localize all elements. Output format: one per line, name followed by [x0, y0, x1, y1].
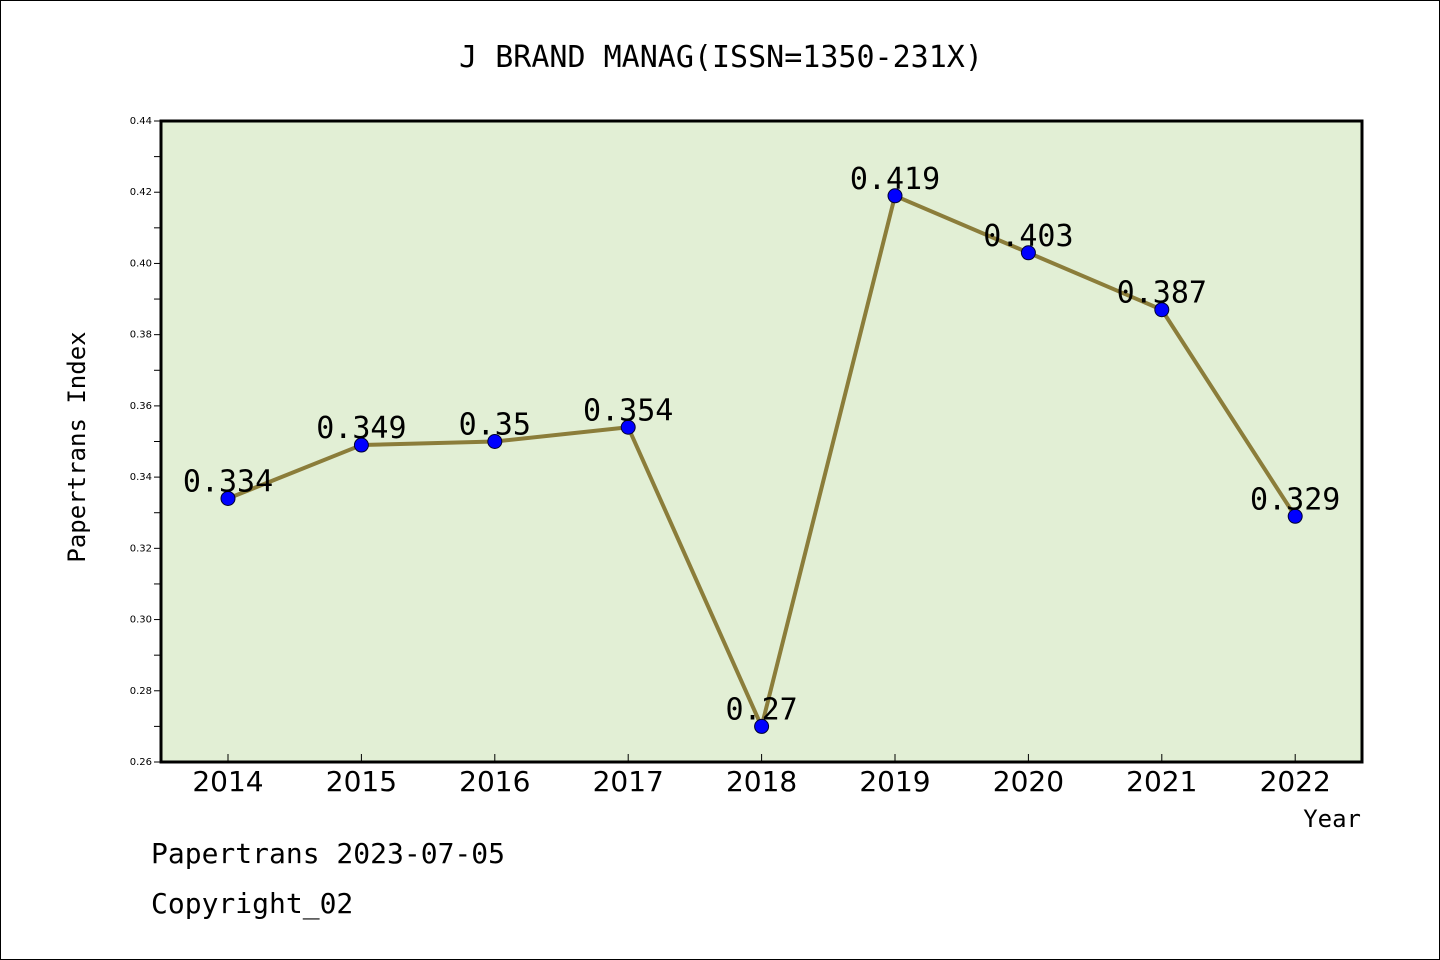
chart-title: J BRAND MANAG(ISSN=1350-231X) [459, 40, 983, 75]
footer-copyright: Copyright_02 [151, 887, 354, 920]
data-point [1154, 302, 1170, 318]
y-tick-label: 0.44 [130, 116, 152, 127]
data-label: 0.329 [1250, 482, 1340, 517]
data-label: 0.403 [983, 219, 1073, 254]
x-tick-label: 2020 [993, 765, 1064, 798]
x-axis-label: Year [1303, 805, 1361, 833]
series-group: 0.334 0.349 0.35 0.354 0.27 0.419 0.403 0.387 0.… [183, 162, 1340, 734]
x-tick-label: 2018 [726, 765, 797, 798]
x-tick-label: 2022 [1260, 765, 1331, 798]
footer-date: Papertrans 2023-07-05 [151, 837, 506, 870]
data-point [754, 718, 770, 734]
x-tick-label: 2016 [459, 765, 530, 798]
x-axis: 2014 2015 2016 2017 2018 2019 2020 2021 2022 [192, 754, 1331, 798]
data-label: 0.349 [316, 411, 406, 446]
data-point [353, 437, 369, 453]
y-tick-label: 0.28 [130, 686, 152, 697]
data-point [620, 419, 636, 435]
x-tick-label: 2019 [859, 765, 930, 798]
y-tick-label: 0.42 [130, 187, 152, 198]
x-tick-label: 2021 [1126, 765, 1197, 798]
data-label: 0.419 [850, 162, 940, 197]
data-point [1020, 245, 1036, 261]
y-tick-label: 0.38 [130, 330, 152, 341]
data-label: 0.354 [583, 393, 673, 428]
y-tick-label: 0.30 [130, 615, 152, 626]
data-point [1287, 508, 1303, 524]
data-point [887, 188, 903, 204]
y-tick-label: 0.32 [130, 543, 152, 554]
data-label: 0.334 [183, 464, 273, 499]
data-point [220, 490, 236, 506]
x-tick-label: 2015 [326, 765, 397, 798]
data-point [487, 434, 503, 449]
x-tick-label: 2017 [593, 765, 664, 798]
y-tick-label: 0.26 [130, 757, 152, 768]
data-label: 0.387 [1117, 276, 1207, 311]
y-axis: 0.26 0.28 0.30 0.32 0.34 0.36 0.38 0.40 0.42 0.44 [130, 116, 161, 768]
y-axis-label: Papertrans Index [63, 331, 91, 562]
y-tick-label: 0.40 [130, 258, 152, 269]
data-label: 0.35 [459, 408, 531, 443]
x-tick-label: 2014 [192, 765, 263, 798]
data-label: 0.27 [725, 692, 797, 727]
y-tick-label: 0.36 [130, 401, 152, 412]
y-tick-label: 0.34 [130, 472, 152, 483]
